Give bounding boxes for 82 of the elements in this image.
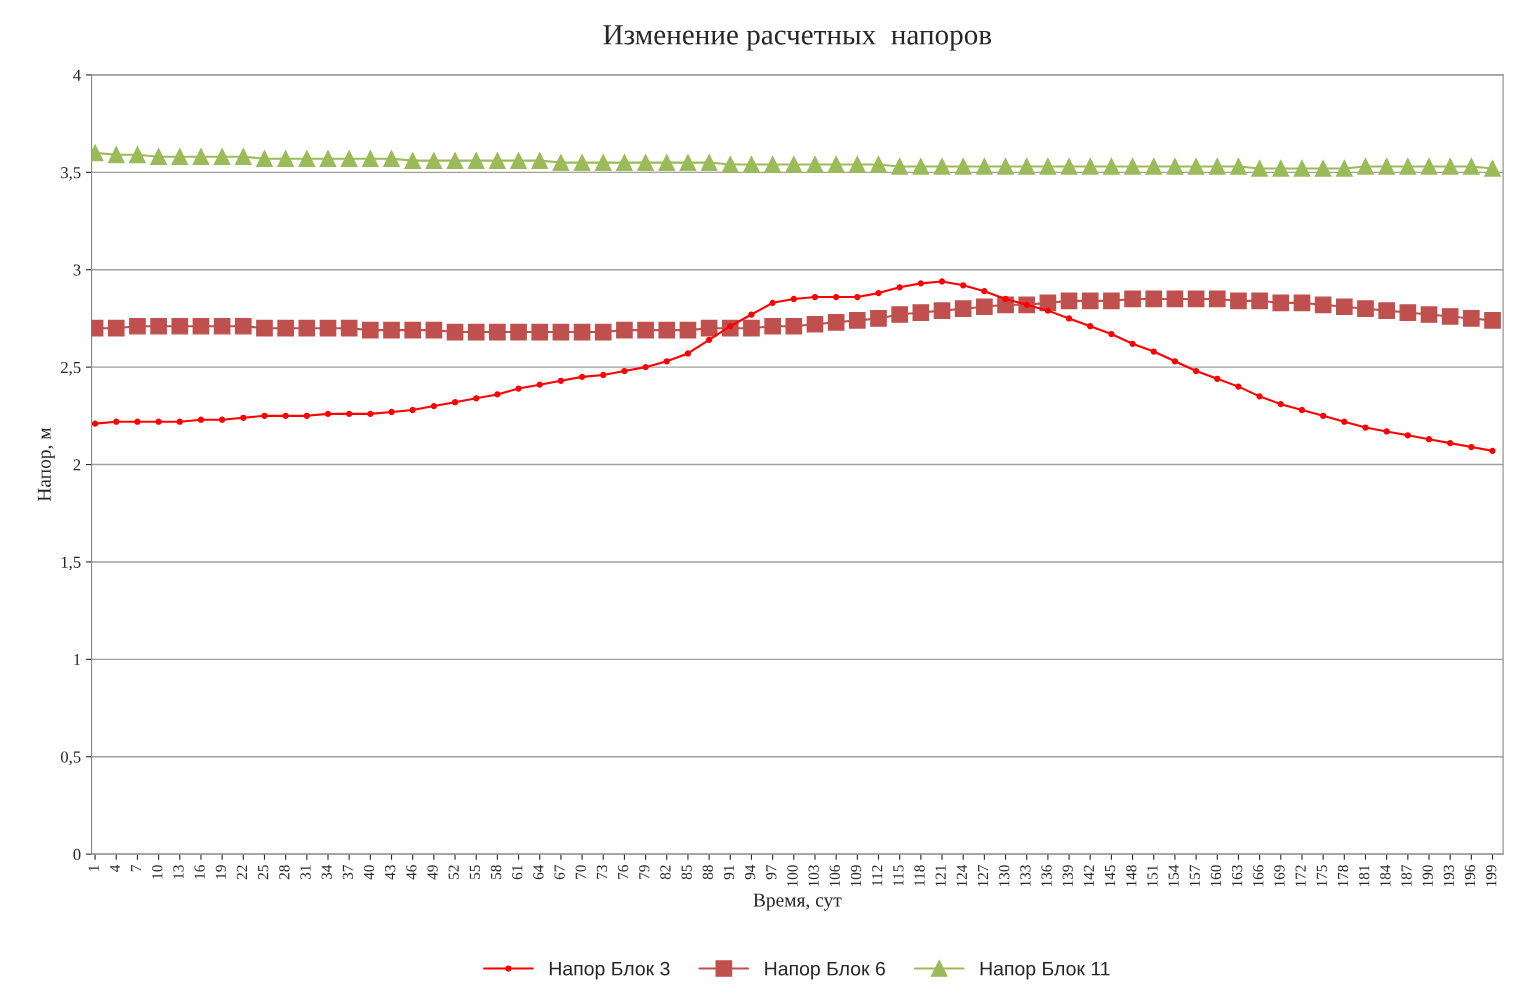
y-axis-title: Напор, м bbox=[37, 427, 55, 502]
x-tick-label: 163 bbox=[1232, 865, 1243, 887]
x-tick-label: 34 bbox=[321, 864, 332, 880]
x-tick-label: 79 bbox=[639, 865, 650, 879]
x-tick-label: 136 bbox=[1041, 865, 1052, 887]
x-tick-label: 55 bbox=[469, 865, 481, 879]
x-tick-label: 169 bbox=[1274, 865, 1285, 887]
x-tick-label: 91 bbox=[723, 865, 735, 880]
x-tick-label: 187 bbox=[1401, 865, 1412, 887]
x-tick-label: 22 bbox=[236, 865, 247, 880]
y-tick-label: 2 bbox=[73, 459, 81, 471]
x-tick-label: 13 bbox=[173, 865, 184, 879]
x-tick-label: 67 bbox=[554, 865, 565, 880]
x-tick-label: 49 bbox=[427, 865, 438, 880]
x-tick-label: 1 bbox=[88, 865, 99, 871]
y-tick-label: 2,5 bbox=[61, 361, 81, 376]
x-tick-label: 142 bbox=[1083, 865, 1094, 887]
x-tick-label: 181 bbox=[1359, 865, 1370, 887]
x-tick-label: 175 bbox=[1316, 865, 1327, 887]
x-tick-label: 40 bbox=[363, 865, 375, 880]
x-tick-label: 172 bbox=[1295, 865, 1306, 887]
x-tick-label: 127 bbox=[977, 865, 989, 887]
x-tick-label: 112 bbox=[872, 865, 883, 886]
y-tick-label: 3 bbox=[73, 264, 81, 276]
legend-label: Напор Блок 11 bbox=[980, 961, 1110, 980]
y-tick-label: 1,5 bbox=[61, 556, 81, 571]
x-tick-label: 10 bbox=[152, 865, 163, 879]
x-tick-label: 139 bbox=[1062, 865, 1073, 887]
x-tick-label: 16 bbox=[194, 865, 205, 879]
x-tick-label: 61 bbox=[512, 865, 523, 880]
x-tick-label: 121 bbox=[935, 865, 946, 887]
x-tick-label: 160 bbox=[1210, 865, 1222, 887]
y-tick-label: 4 bbox=[73, 69, 81, 81]
x-tick-label: 193 bbox=[1443, 865, 1454, 887]
x-tick-label: 4 bbox=[109, 864, 120, 872]
x-tick-label: 28 bbox=[279, 865, 290, 880]
x-tick-label: 154 bbox=[1168, 864, 1179, 887]
x-tick-label: 190 bbox=[1422, 865, 1433, 887]
x-tick-label: 7 bbox=[131, 865, 142, 872]
x-tick-label: 151 bbox=[1147, 865, 1158, 887]
x-tick-label: 46 bbox=[406, 865, 417, 880]
x-tick-label: 178 bbox=[1337, 865, 1349, 887]
x-tick-label: 106 bbox=[829, 865, 840, 887]
x-tick-label: 97 bbox=[766, 865, 777, 880]
x-tick-label: 88 bbox=[702, 865, 713, 880]
x-tick-label: 109 bbox=[850, 865, 862, 887]
x-tick-label: 64 bbox=[533, 864, 544, 880]
x-tick-label: 58 bbox=[490, 865, 502, 879]
x-axis-title: Время, сут bbox=[753, 893, 842, 911]
x-tick-label: 73 bbox=[596, 865, 608, 879]
x-tick-label: 118 bbox=[914, 865, 925, 886]
x-tick-label: 52 bbox=[448, 865, 459, 879]
x-tick-label: 124 bbox=[956, 864, 967, 887]
y-tick-label: 0,5 bbox=[60, 751, 81, 766]
x-tick-label: 100 bbox=[787, 865, 798, 887]
x-tick-label: 133 bbox=[1020, 865, 1031, 887]
x-tick-label: 130 bbox=[999, 865, 1010, 887]
x-tick-label: 103 bbox=[808, 865, 819, 887]
x-tick-label: 25 bbox=[258, 865, 269, 880]
x-tick-label: 76 bbox=[617, 865, 629, 879]
x-tick-label: 199 bbox=[1486, 865, 1497, 887]
legend-label: Напор Блок 3 bbox=[549, 961, 670, 980]
y-tick-label: 0 bbox=[73, 848, 81, 861]
x-tick-label: 31 bbox=[300, 865, 311, 880]
chart-title: Изменение расчетных напоров bbox=[603, 25, 992, 51]
x-tick-label: 43 bbox=[385, 865, 396, 880]
x-tick-label: 184 bbox=[1380, 864, 1391, 887]
x-tick-label: 85 bbox=[681, 865, 692, 880]
x-tick-label: 37 bbox=[342, 865, 353, 880]
x-tick-label: 148 bbox=[1126, 865, 1137, 887]
x-tick-label: 70 bbox=[575, 865, 586, 879]
x-tick-label: 166 bbox=[1253, 865, 1264, 887]
x-tick-label: 115 bbox=[893, 865, 904, 886]
x-tick-label: 145 bbox=[1104, 865, 1116, 887]
x-tick-label: 157 bbox=[1189, 865, 1200, 887]
x-tick-label: 94 bbox=[745, 864, 756, 880]
y-tick-label: 3,5 bbox=[61, 167, 81, 181]
x-tick-label: 196 bbox=[1464, 865, 1476, 887]
y-tick-label: 1 bbox=[74, 654, 81, 666]
x-tick-label: 82 bbox=[660, 865, 671, 880]
x-tick-label: 19 bbox=[215, 865, 226, 879]
legend-label: Напор Блок 6 bbox=[765, 961, 885, 980]
